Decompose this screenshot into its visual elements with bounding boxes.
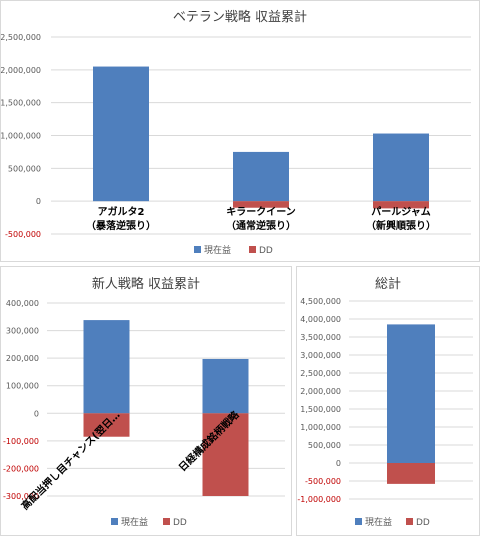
y-tick-label: 500,000 bbox=[308, 441, 341, 450]
y-tick-label: 500,000 bbox=[8, 164, 41, 173]
chart-title: 総計 bbox=[375, 276, 401, 292]
legend-label-profit: 現在益 bbox=[204, 244, 231, 256]
y-tick-label: 1,500,000 bbox=[300, 405, 341, 414]
y-tick-label: 2,000,000 bbox=[1, 66, 41, 75]
y-tick-label: 0 bbox=[34, 409, 39, 418]
legend-label-dd: DD bbox=[173, 518, 187, 528]
legend-label-dd: DD bbox=[416, 518, 430, 528]
bar-profit bbox=[387, 324, 435, 463]
y-tick-label: -200,000 bbox=[3, 464, 39, 473]
chart-newcomer-panel: 新人戦略 収益累計 400,000 300,000 200,000 100,000 0 -… bbox=[0, 266, 292, 536]
x-category-label: （新興順張り） bbox=[366, 219, 436, 232]
y-tick-label: 2,500,000 bbox=[1, 33, 41, 42]
bar-dd bbox=[202, 413, 249, 496]
legend-swatch-profit bbox=[194, 246, 201, 253]
chart-title: ベテラン戦略 収益累計 bbox=[173, 9, 307, 25]
y-tick-label: 1,000,000 bbox=[300, 423, 341, 432]
legend-label-profit: 現在益 bbox=[365, 516, 392, 528]
legend-label-dd: DD bbox=[259, 246, 273, 256]
x-category-label: アガルタ2 bbox=[98, 205, 145, 218]
y-tick-label: -500,000 bbox=[305, 477, 341, 486]
x-category-label: （暴落逆張り） bbox=[86, 219, 156, 232]
bar-dd bbox=[233, 201, 289, 208]
grid-layer: 4,500,000 4,000,000 3,500,000 3,000,000 2,50… bbox=[297, 297, 473, 504]
legend-label-profit: 現在益 bbox=[121, 516, 148, 528]
bars-layer bbox=[83, 320, 249, 496]
legend: 現在益 DD bbox=[194, 244, 273, 256]
legend-swatch-profit bbox=[355, 518, 362, 525]
chart-title: 新人戦略 収益累計 bbox=[92, 276, 200, 292]
x-category-label: キラークイーン bbox=[226, 206, 296, 218]
legend: 現在益 DD bbox=[111, 516, 187, 528]
y-tick-label: 3,000,000 bbox=[300, 351, 341, 360]
chart-total-svg: 総計 4,500,000 4,000,000 3,500,000 3,000,000 2… bbox=[297, 276, 473, 528]
legend-swatch-dd bbox=[406, 518, 413, 525]
bar-dd bbox=[387, 463, 435, 484]
legend-swatch-profit bbox=[111, 518, 118, 525]
bar-profit bbox=[93, 66, 149, 202]
chart-newcomer-svg: 新人戦略 収益累計 400,000 300,000 200,000 100,000 0 -… bbox=[3, 276, 285, 528]
y-tick-label: 0 bbox=[336, 459, 341, 468]
legend-swatch-dd bbox=[249, 246, 256, 253]
bars-layer bbox=[93, 66, 429, 209]
bar-profit bbox=[373, 133, 429, 202]
y-tick-label: 2,500,000 bbox=[300, 369, 341, 378]
y-tick-label: 4,500,000 bbox=[300, 297, 341, 306]
y-tick-label: 200,000 bbox=[6, 354, 39, 363]
y-tick-label: -300,000 bbox=[3, 492, 39, 501]
y-tick-label: -1,000,000 bbox=[297, 495, 341, 504]
x-category-label: パールジャム bbox=[371, 206, 431, 218]
y-tick-label: 3,500,000 bbox=[300, 333, 341, 342]
y-tick-label: -500,000 bbox=[5, 230, 41, 239]
chart-veteran-svg: ベテラン戦略 収益累計 2,500,000 2,000,000 1,500,000 1… bbox=[1, 9, 471, 256]
y-tick-label: 2,000,000 bbox=[300, 387, 341, 396]
y-tick-label: 300,000 bbox=[6, 327, 39, 336]
x-category-label: （通常逆張り） bbox=[226, 219, 296, 232]
y-tick-label: 100,000 bbox=[6, 382, 39, 391]
y-tick-label: 400,000 bbox=[6, 299, 39, 308]
y-tick-label: -100,000 bbox=[3, 437, 39, 446]
bar-profit bbox=[83, 320, 130, 414]
y-tick-label: 0 bbox=[36, 197, 41, 206]
x-category-label: 高配当押し目チャンス(翌日… bbox=[18, 408, 122, 512]
category-labels: アガルタ2（暴落逆張り） キラークイーン（通常逆張り） パールジャム（新興順張り） bbox=[86, 205, 436, 232]
bar-dd bbox=[373, 201, 429, 209]
chart-veteran-panel: ベテラン戦略 収益累計 2,500,000 2,000,000 1,500,000 1… bbox=[0, 0, 480, 262]
bar-profit bbox=[202, 358, 249, 414]
bars-layer bbox=[387, 324, 435, 484]
bar-profit bbox=[233, 151, 289, 202]
legend-swatch-dd bbox=[163, 518, 170, 525]
y-tick-label: 1,500,000 bbox=[1, 99, 41, 108]
y-tick-label: 4,000,000 bbox=[300, 315, 341, 324]
legend: 現在益 DD bbox=[355, 516, 430, 528]
bar-dd bbox=[83, 413, 130, 437]
y-tick-label: 1,000,000 bbox=[1, 132, 41, 141]
chart-total-panel: 総計 4,500,000 4,000,000 3,500,000 3,000,000 2… bbox=[296, 266, 480, 536]
